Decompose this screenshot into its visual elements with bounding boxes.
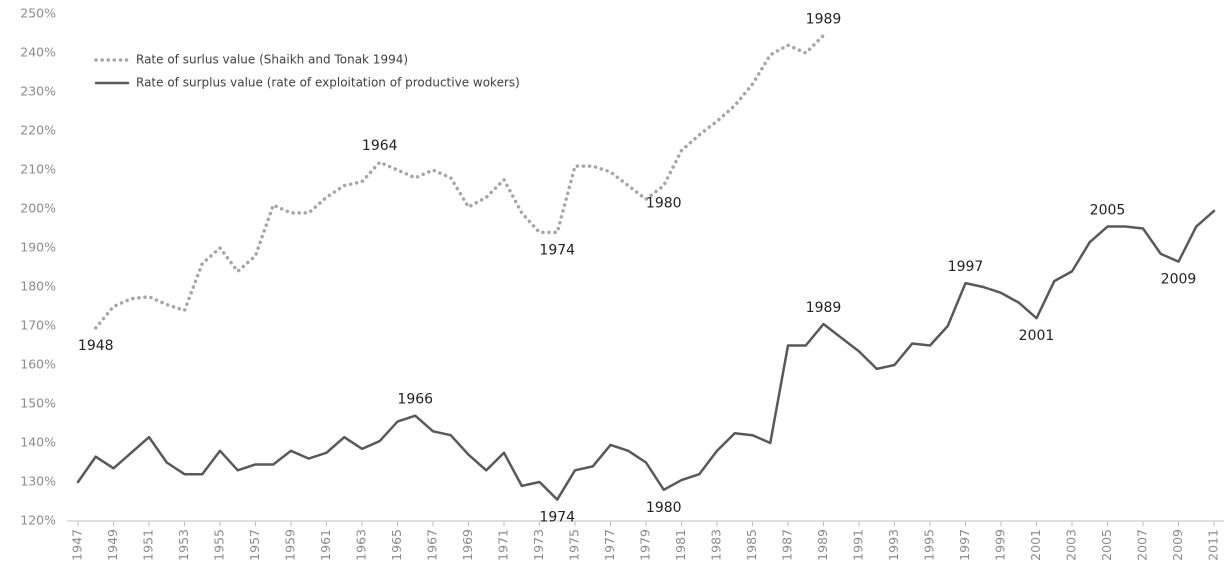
y-tick-label: 170% <box>20 318 56 333</box>
x-tick-label: 1961 <box>318 529 333 561</box>
legend-label: Rate of surlus value (Shaikh and Tonak 1… <box>136 53 408 67</box>
x-tick-label: 2003 <box>1064 529 1079 561</box>
annotation: 2001 <box>1019 328 1055 344</box>
x-tick-label: 1987 <box>780 529 795 561</box>
annotation: 1964 <box>362 138 398 154</box>
x-tick-label: 1983 <box>709 529 724 561</box>
y-tick-label: 190% <box>20 240 56 255</box>
y-tick-label: 220% <box>20 123 56 138</box>
x-tick-label: 1993 <box>886 529 901 561</box>
annotation: 1948 <box>78 338 114 354</box>
legend-label: Rate of surplus value (rate of exploitat… <box>136 76 520 90</box>
series-line <box>94 33 826 330</box>
y-tick-label: 140% <box>20 435 56 450</box>
series-line <box>76 209 1216 501</box>
y-tick-label: 160% <box>20 357 56 372</box>
x-tick-label: 2001 <box>1028 529 1043 561</box>
y-tick-label: 200% <box>20 201 56 216</box>
x-tick-label: 1981 <box>673 529 688 561</box>
annotation: 1974 <box>539 510 575 526</box>
annotation: 1980 <box>646 500 682 516</box>
x-tick-label: 1973 <box>531 529 546 561</box>
annotation: 1966 <box>397 392 433 408</box>
x-tick-label: 1991 <box>851 529 866 561</box>
annotation: 2009 <box>1161 272 1197 288</box>
x-tick-label: 1977 <box>602 529 617 561</box>
x-tick-label: 1967 <box>425 529 440 561</box>
y-tick-label: 180% <box>20 279 56 294</box>
x-tick-label: 1953 <box>176 529 191 561</box>
x-tick-label: 1955 <box>212 529 227 561</box>
x-tick-label: 1959 <box>283 529 298 561</box>
y-tick-label: 150% <box>20 396 56 411</box>
x-tick-label: 1957 <box>247 529 262 561</box>
y-tick-label: 130% <box>20 474 56 489</box>
annotation: 1989 <box>806 11 842 27</box>
annotation: 1997 <box>948 259 984 275</box>
x-tick-label: 1963 <box>354 529 369 561</box>
y-tick-label: 230% <box>20 84 56 99</box>
x-tick-label: 2009 <box>1170 529 1185 561</box>
x-tick-label: 2011 <box>1206 529 1221 561</box>
x-tick-label: 1949 <box>105 529 120 561</box>
x-tick-label: 1989 <box>815 529 830 561</box>
annotation: 1974 <box>539 242 575 258</box>
y-tick-label: 120% <box>20 513 56 528</box>
y-tick-label: 240% <box>20 45 56 60</box>
x-tick-label: 1975 <box>567 529 582 561</box>
y-tick-label: 210% <box>20 162 56 177</box>
x-tick-label: 1985 <box>744 529 759 561</box>
x-tick-label: 1995 <box>922 529 937 561</box>
annotation: 1980 <box>646 196 682 212</box>
x-tick-label: 1997 <box>957 529 972 561</box>
y-tick-label: 250% <box>20 6 56 21</box>
x-tick-label: 1969 <box>460 529 475 561</box>
x-tick-label: 2005 <box>1099 529 1114 561</box>
x-tick-label: 1999 <box>993 529 1008 561</box>
annotation: 1989 <box>806 300 842 316</box>
x-tick-label: 2007 <box>1135 529 1150 561</box>
x-tick-label: 1979 <box>638 529 653 561</box>
annotation: 2005 <box>1090 203 1126 219</box>
x-tick-label: 1971 <box>496 529 511 561</box>
x-tick-label: 1951 <box>141 529 156 561</box>
x-tick-label: 1965 <box>389 529 404 561</box>
x-tick-label: 1947 <box>70 529 85 561</box>
